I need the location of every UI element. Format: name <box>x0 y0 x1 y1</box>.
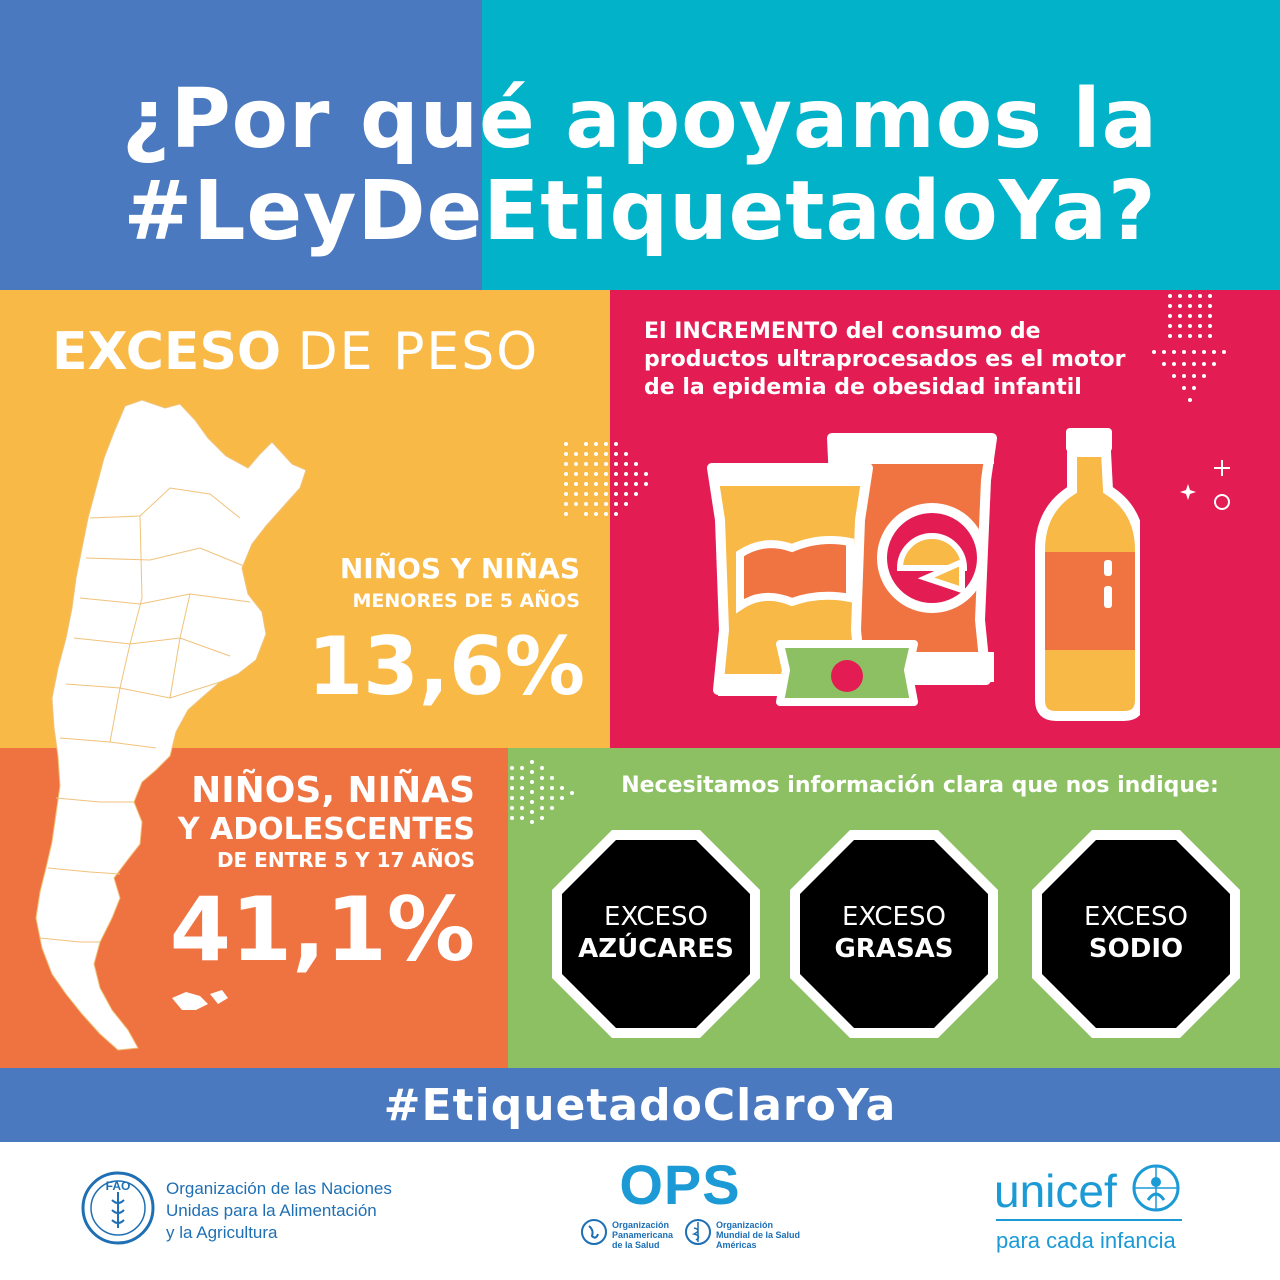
unicef-logo-text: unicef <box>994 1165 1117 1217</box>
header-background-blue <box>0 0 482 290</box>
increment-rest: del consumo de productos ultraprocesados… <box>644 319 1126 400</box>
increment-bold: INCREMENTO <box>674 319 839 344</box>
group2-label-line3: DE ENTRE 5 Y 17 AÑOS <box>216 848 475 872</box>
group1-percent: 13,6% <box>307 620 585 713</box>
argentina-map-icon <box>35 399 307 1051</box>
octagon-1-line2: AZÚCARES <box>578 934 734 964</box>
fao-name: Organización de las Naciones Unidas para… <box>166 1178 392 1244</box>
octagon-sodium-icon <box>1032 830 1240 1038</box>
who-line1: Organización <box>716 1220 774 1230</box>
ops-logo-text: OPS <box>619 1153 741 1216</box>
group2-label-line2: Y ADOLESCENTES <box>177 812 475 847</box>
fao-logo-icon: FAO <box>81 1171 155 1245</box>
dotted-down-arrow-icon <box>1152 294 1226 402</box>
group1-label-line2: MENORES DE 5 AÑOS <box>352 590 581 612</box>
paho-name: Organización Panamericana de la Salud <box>612 1220 673 1250</box>
candy-icon <box>776 640 918 706</box>
snack-bag-back-icon <box>827 433 997 685</box>
hashtag-band <box>0 1068 1280 1142</box>
who-line2: Mundial de la Salud <box>716 1230 801 1240</box>
paho-line3: de la Salud <box>612 1240 660 1250</box>
footer <box>0 1142 1280 1280</box>
fao-line1: Organización de las Naciones <box>166 1179 392 1198</box>
sparkle-icon <box>1180 460 1230 510</box>
who-name: Organización Mundial de la Salud América… <box>716 1220 800 1250</box>
fao-letters: FAO <box>106 1179 131 1193</box>
octagon-fats-icon <box>790 830 998 1038</box>
title-line-2: #LeyDeEtiquetadoYa? <box>123 164 1157 259</box>
octagon-3-line1: EXCESO <box>1084 902 1188 932</box>
header-background-cyan <box>482 0 1280 290</box>
increment-text: El INCREMENTO del consumo de productos u… <box>644 318 1154 402</box>
title-line-1: ¿Por qué apoyamos la <box>122 72 1158 167</box>
hashtag-text: #EtiquetadoClaroYa <box>383 1080 897 1131</box>
unicef-tagline: para cada infancia <box>996 1228 1176 1253</box>
fao-line3: y la Agricultura <box>166 1223 278 1242</box>
group2-percent: 41,1% <box>169 878 475 981</box>
overweight-title-light: DE PESO <box>297 322 540 382</box>
group2-label-line1: NIÑOS, NIÑAS <box>191 770 475 811</box>
paho-globe-icon <box>581 1219 607 1245</box>
who-emblem-icon <box>685 1219 711 1245</box>
group1-label-line1: NIÑOS Y NIÑAS <box>339 552 580 585</box>
unicef-divider <box>996 1219 1182 1221</box>
overweight-title: EXCESO DE PESO <box>52 322 539 382</box>
who-line3: Américas <box>716 1240 757 1250</box>
dotted-arrow-icon <box>564 442 648 516</box>
unicef-emblem-icon <box>1132 1164 1180 1212</box>
octagon-2-line1: EXCESO <box>842 902 946 932</box>
labels-heading: Necesitamos información clara que nos in… <box>621 773 1219 798</box>
octagon-1-line1: EXCESO <box>604 902 708 932</box>
overweight-title-bold: EXCESO <box>52 322 282 382</box>
increment-prefix: El <box>644 319 667 344</box>
octagon-3-line2: SODIO <box>1088 934 1184 964</box>
fao-line2: Unidas para la Alimentación <box>166 1201 377 1220</box>
paho-line1: Organización <box>612 1220 670 1230</box>
soda-bottle-icon <box>1035 428 1140 721</box>
dotted-arrow-small-icon <box>510 760 574 824</box>
ultraprocessed-products-icon <box>707 428 1140 721</box>
paho-line2: Panamericana <box>612 1230 674 1240</box>
octagon-2-line2: GRASAS <box>834 934 954 964</box>
octagon-sugar-icon <box>552 830 760 1038</box>
